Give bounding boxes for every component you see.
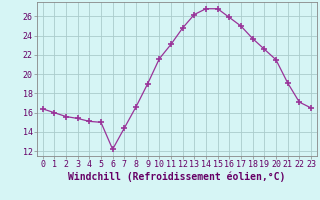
X-axis label: Windchill (Refroidissement éolien,°C): Windchill (Refroidissement éolien,°C) bbox=[68, 172, 285, 182]
